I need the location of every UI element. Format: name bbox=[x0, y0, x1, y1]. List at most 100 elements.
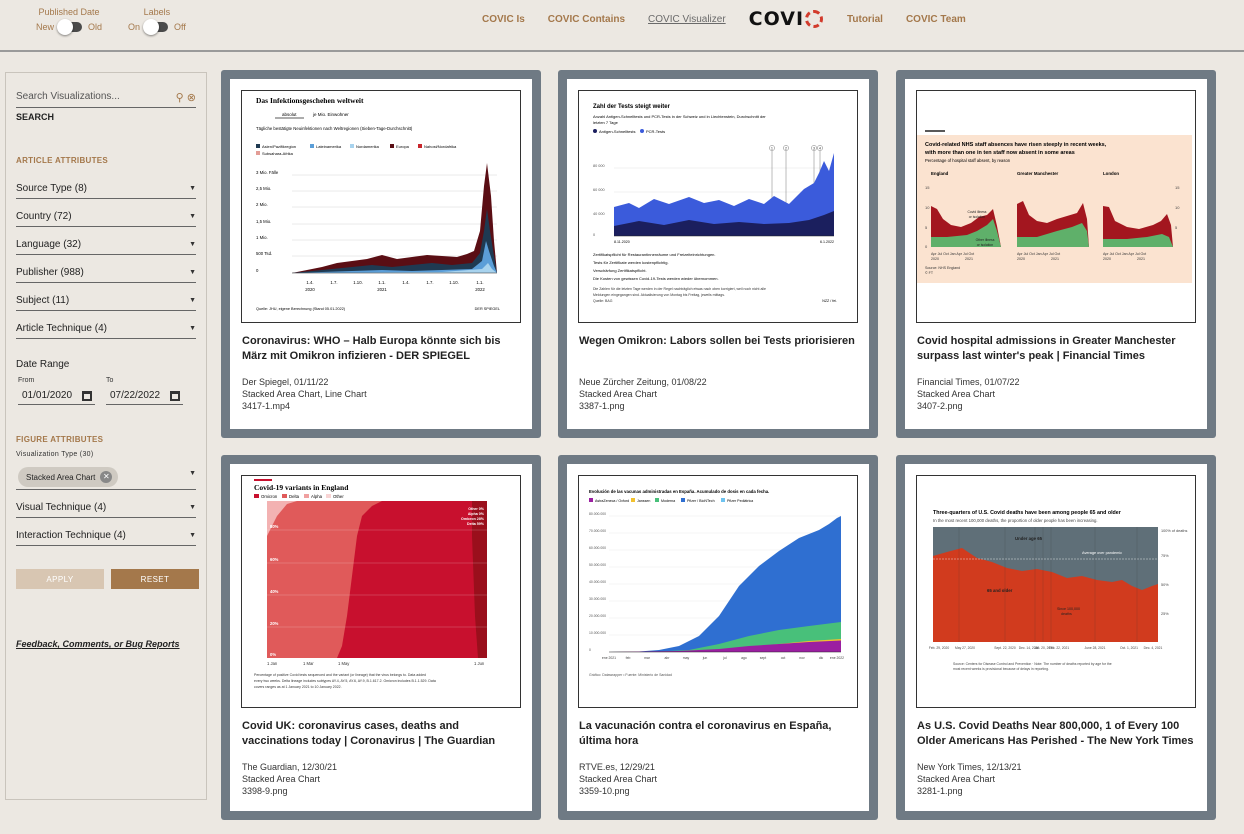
card-body: Das Infektionsgeschehen weltweit absolut… bbox=[230, 79, 532, 429]
nav-covic-contains[interactable]: COVIC Contains bbox=[547, 13, 626, 25]
publisher-dropdown[interactable]: Publisher (988) ▼ bbox=[16, 267, 196, 283]
date-from-field[interactable]: From 01/01/2020 bbox=[18, 377, 96, 405]
thumb-ytick: 75% bbox=[1161, 554, 1169, 558]
visualization-thumbnail[interactable]: Zahl der Tests steigt weiter Anzahl Anti… bbox=[578, 90, 858, 323]
nav-covic-visualizer[interactable]: COVIC Visualizer bbox=[648, 13, 726, 25]
calendar-icon[interactable] bbox=[170, 390, 181, 401]
clear-icon[interactable]: ⊗ bbox=[186, 92, 196, 104]
search-icon[interactable]: ⚲ bbox=[175, 92, 184, 104]
calendar-icon[interactable] bbox=[82, 390, 93, 401]
visualization-card[interactable]: Covid-19 variants in England Omicron Del… bbox=[221, 455, 541, 820]
thumb-xtick: 1.1. bbox=[378, 280, 385, 285]
card-title[interactable]: Covid UK: coronavirus cases, deaths and … bbox=[242, 720, 496, 747]
covic-logo[interactable]: COVI bbox=[748, 8, 824, 30]
reset-button[interactable]: RESET bbox=[111, 569, 199, 589]
visualization-thumbnail[interactable]: Das Infektionsgeschehen weltweit absolut… bbox=[241, 90, 521, 323]
thumb-xtick: Dec. 4, 2021 bbox=[1144, 646, 1163, 650]
nav-covic-is[interactable]: COVIC Is bbox=[482, 13, 525, 25]
card-meta: Neue Zürcher Zeitung, 01/08/22 Stacked A… bbox=[579, 376, 707, 412]
thumb-xtick: 1.7. bbox=[426, 280, 433, 285]
published-old-label: Old bbox=[88, 22, 103, 32]
visualization-thumbnail[interactable]: Covid-19 variants in England Omicron Del… bbox=[241, 475, 521, 708]
thumb-footer: Percentage of positive Covid tests seque… bbox=[254, 673, 426, 677]
thumb-brand: DER SPIEGEL bbox=[475, 307, 500, 311]
dropdown-label: Publisher (988) bbox=[16, 267, 84, 278]
card-source: Der Spiegel, 01/11/22 bbox=[242, 377, 329, 387]
published-date-label: Published Date bbox=[38, 7, 100, 17]
thumb-legend: Omicron bbox=[261, 494, 278, 499]
thumb-ytick: 20.000.000 bbox=[589, 614, 606, 618]
date-to-field[interactable]: To 07/22/2022 bbox=[106, 377, 184, 405]
dropdown-label: Language (32) bbox=[16, 239, 82, 250]
thumb-legend: AstraZeneca / Oxford bbox=[595, 499, 629, 503]
visualization-card[interactable]: Das Infektionsgeschehen weltweit absolut… bbox=[221, 70, 541, 438]
labels-switch[interactable] bbox=[143, 19, 169, 35]
visualization-card[interactable]: Zahl der Tests steigt weiter Anzahl Anti… bbox=[558, 70, 878, 438]
country-dropdown[interactable]: Country (72) ▼ bbox=[16, 211, 196, 227]
visualization-thumbnail[interactable]: Covid-related NHS staff absences have ri… bbox=[916, 90, 1196, 323]
card-title[interactable]: Covid hospital admissions in Greater Man… bbox=[917, 335, 1176, 362]
visualization-card[interactable]: Three-quarters of U.S. Covid deaths have… bbox=[896, 455, 1216, 820]
nav-tutorial[interactable]: Tutorial bbox=[847, 13, 883, 25]
card-meta: Financial Times, 01/07/22 Stacked Area C… bbox=[917, 376, 1020, 412]
card-file: 3281-1.png bbox=[917, 786, 963, 796]
logo-text: COVI bbox=[748, 8, 805, 30]
thumb-ytick: 0 bbox=[256, 268, 259, 273]
labels-on-label: On bbox=[128, 22, 141, 32]
visualization-thumbnail[interactable]: Three-quarters of U.S. Covid deaths have… bbox=[916, 475, 1196, 708]
language-dropdown[interactable]: Language (32) ▼ bbox=[16, 239, 196, 255]
caret-down-icon: ▼ bbox=[189, 470, 196, 477]
thumb-ytick: 50.000.000 bbox=[589, 563, 606, 567]
thumb-ytick: 25% bbox=[1161, 612, 1169, 616]
visualization-card[interactable]: Covid-related NHS staff absences have ri… bbox=[896, 70, 1216, 438]
caret-down-icon: ▼ bbox=[189, 241, 196, 248]
thumb-xtick: ene 2022 bbox=[830, 656, 844, 660]
thumb-year: 2020 bbox=[931, 257, 939, 261]
card-source: The Guardian, 12/30/21 bbox=[242, 762, 338, 772]
card-title[interactable]: La vacunación contra el coronavirus en E… bbox=[579, 720, 832, 747]
thumb-ytick: 20% bbox=[270, 621, 279, 626]
svg-text:4: 4 bbox=[819, 146, 821, 150]
thumb-heading: Zahl der Tests steigt weiter bbox=[593, 104, 671, 110]
source-type-dropdown[interactable]: Source Type (8) ▼ bbox=[16, 183, 196, 199]
remove-chip-icon[interactable]: ✕ bbox=[100, 471, 113, 483]
thumb-legend: Moderna bbox=[661, 499, 675, 503]
visualization-thumbnail[interactable]: Evolución de las vacunas administradas e… bbox=[578, 475, 858, 708]
card-title[interactable]: Wegen Omikron: Labors sollen bei Tests p… bbox=[579, 335, 855, 347]
card-title[interactable]: Coronavirus: WHO – Halb Europa könnte si… bbox=[242, 335, 501, 362]
thumb-xtick: Oct. 1, 2021 bbox=[1120, 646, 1138, 650]
card-file: 3417-1.mp4 bbox=[242, 401, 291, 411]
thumb-legend: Other bbox=[333, 494, 344, 499]
caret-down-icon: ▼ bbox=[189, 185, 196, 192]
visualization-type-dropdown[interactable]: ▼ bbox=[16, 468, 196, 481]
from-value: 01/01/2020 bbox=[22, 390, 73, 401]
nav-covic-team[interactable]: COVIC Team bbox=[905, 13, 966, 25]
subject-dropdown[interactable]: Subject (11) ▼ bbox=[16, 295, 196, 311]
card-file: 3387-1.png bbox=[579, 401, 625, 411]
thumb-xtick: 1 May bbox=[338, 661, 350, 666]
thumb-footer: Die Zahlen für die letzten Tage werden i… bbox=[593, 287, 766, 291]
apply-button[interactable]: APPLY bbox=[16, 569, 104, 589]
thumb-legend: Alpha bbox=[311, 494, 323, 499]
interaction-technique-dropdown[interactable]: Interaction Technique (4) ▼ bbox=[16, 530, 196, 546]
thumb-xtick: sept bbox=[760, 656, 766, 660]
thumb-footer: Meldungen eingegangen sind. Aktualisieru… bbox=[593, 293, 725, 297]
thumb-ytick: 2 Mio. bbox=[256, 202, 268, 207]
thumb-series-label: Alpha 0% bbox=[468, 512, 485, 516]
thumb-ytick: 80.000.000 bbox=[589, 512, 606, 516]
thumb-xtick: 6.1.2022 bbox=[820, 240, 834, 244]
visualization-card[interactable]: Evolución de las vacunas administradas e… bbox=[558, 455, 878, 820]
card-title[interactable]: As U.S. Covid Deaths Near 800,000, 1 of … bbox=[917, 720, 1194, 747]
published-date-switch[interactable] bbox=[57, 19, 83, 35]
thumb-legend: Antigen-Schnelltests bbox=[599, 129, 635, 134]
thumbnail-image: Covid-related NHS staff absences have ri… bbox=[917, 130, 1192, 283]
visual-technique-dropdown[interactable]: Visual Technique (4) ▼ bbox=[16, 502, 196, 518]
thumb-subtitle: In the most recent 100,000 deaths, the p… bbox=[933, 518, 1098, 523]
feedback-link[interactable]: Feedback, Comments, or Bug Reports bbox=[16, 639, 180, 649]
thumb-subtitle: Percentage of hospital staff absent, by … bbox=[925, 158, 1011, 163]
search-button[interactable]: SEARCH bbox=[16, 112, 55, 122]
search-input[interactable]: Search Visualizations... ⚲ ⊗ bbox=[16, 91, 196, 108]
article-technique-dropdown[interactable]: Article Technique (4) ▼ bbox=[16, 323, 196, 339]
thumb-annotation: or isolation bbox=[969, 215, 986, 219]
thumb-legend: PCR-Tests bbox=[646, 129, 665, 134]
